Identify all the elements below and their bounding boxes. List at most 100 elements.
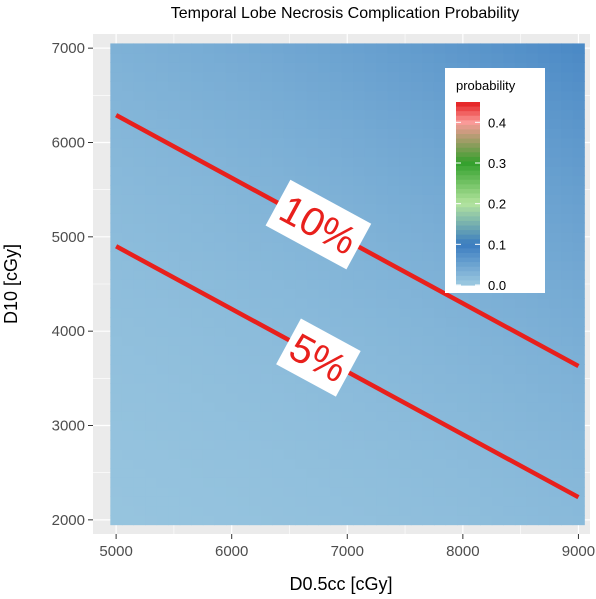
heatmap-cell [237, 232, 250, 243]
heatmap-cell [283, 317, 296, 328]
heatmap-cell [272, 71, 285, 82]
heatmap-cell [202, 279, 215, 290]
heatmap-cell [422, 128, 435, 139]
heatmap-cell [376, 373, 389, 384]
heatmap-cell [399, 326, 412, 337]
heatmap-cell [410, 184, 424, 195]
heatmap-cell [422, 213, 435, 224]
heatmap-cell [237, 52, 250, 63]
heatmap-cell [133, 156, 146, 167]
heatmap-cell [549, 317, 562, 328]
heatmap-cell [145, 203, 158, 214]
heatmap-cell [272, 137, 285, 148]
heatmap-cell [168, 326, 181, 337]
heatmap-cell [410, 439, 424, 450]
heatmap-cell [457, 486, 470, 497]
heatmap-cell [410, 345, 424, 356]
heatmap-cell [225, 166, 239, 177]
heatmap-cell [214, 392, 227, 403]
heatmap-cell [572, 213, 585, 224]
heatmap-cell [168, 288, 181, 299]
heatmap-cell [225, 449, 239, 460]
legend-tick-label: 0.3 [488, 156, 506, 171]
heatmap-cell [260, 118, 273, 129]
heatmap-cell [399, 430, 412, 441]
legend-color-step [456, 106, 480, 112]
heatmap-cell [410, 467, 424, 478]
heatmap-cell [491, 62, 504, 73]
heatmap-cell [295, 100, 308, 111]
heatmap-cell [133, 430, 146, 441]
heatmap-cell [410, 175, 424, 186]
heatmap-cell [561, 43, 574, 54]
heatmap-cell [272, 156, 285, 167]
heatmap-cell [399, 109, 412, 120]
legend-color-step [456, 252, 480, 259]
heatmap-cell [376, 166, 389, 177]
heatmap-cell [468, 298, 481, 309]
heatmap-cell [572, 383, 585, 394]
legend-color-step [456, 138, 480, 144]
heatmap-cell [422, 298, 435, 309]
heatmap-cell [422, 109, 435, 120]
heatmap-cell [480, 515, 493, 526]
heatmap-cell [214, 364, 227, 375]
heatmap-cell [480, 467, 493, 478]
heatmap-cell [145, 486, 158, 497]
heatmap-cell [306, 71, 319, 82]
heatmap-cell [503, 486, 516, 497]
heatmap-cell [225, 241, 239, 252]
heatmap-cell [399, 335, 412, 346]
heatmap-cell [133, 43, 146, 54]
heatmap-cell [133, 335, 146, 346]
heatmap-cell [283, 383, 296, 394]
y-axis-title: D10 [cGy] [1, 244, 21, 324]
heatmap-cell [191, 307, 204, 318]
heatmap-cell [387, 109, 400, 120]
heatmap-cell [249, 373, 262, 384]
heatmap-cell [549, 335, 562, 346]
heatmap-cell [318, 496, 331, 507]
heatmap-cell [156, 458, 169, 469]
heatmap-cell [168, 505, 181, 516]
heatmap-cell [364, 203, 377, 214]
heatmap-cell [237, 71, 250, 82]
heatmap-cell [249, 467, 262, 478]
heatmap-cell [549, 307, 562, 318]
heatmap-cell [237, 147, 250, 158]
heatmap-cell [422, 81, 435, 92]
heatmap-cell [376, 486, 389, 497]
heatmap-cell [133, 100, 146, 111]
heatmap-cell [364, 184, 377, 195]
heatmap-cell [295, 147, 308, 158]
heatmap-cell [514, 449, 528, 460]
heatmap-cell [156, 166, 169, 177]
heatmap-cell [237, 335, 250, 346]
heatmap-cell [537, 298, 551, 309]
heatmap-cell [387, 71, 400, 82]
heatmap-cell [480, 411, 493, 422]
heatmap-cell [387, 184, 400, 195]
legend-color-step [456, 257, 480, 263]
heatmap-cell [121, 401, 135, 412]
heatmap-cell [410, 515, 424, 526]
heatmap-cell [399, 515, 412, 526]
legend-color-step [456, 102, 480, 108]
heatmap-cell [503, 439, 516, 450]
heatmap-cell [561, 279, 574, 290]
heatmap-cell [249, 326, 262, 337]
heatmap-cell [225, 345, 239, 356]
heatmap-cell [503, 496, 516, 507]
heatmap-cell [214, 345, 227, 356]
heatmap-cell [491, 420, 504, 431]
heatmap-cell [318, 467, 331, 478]
heatmap-cell [145, 467, 158, 478]
heatmap-cell [156, 505, 169, 516]
heatmap-cell [399, 184, 412, 195]
heatmap-cell [145, 477, 158, 488]
heatmap-cell [179, 118, 192, 129]
heatmap-cell [260, 100, 273, 111]
heatmap-cell [202, 467, 215, 478]
heatmap-cell [133, 307, 146, 318]
heatmap-cell [121, 203, 135, 214]
